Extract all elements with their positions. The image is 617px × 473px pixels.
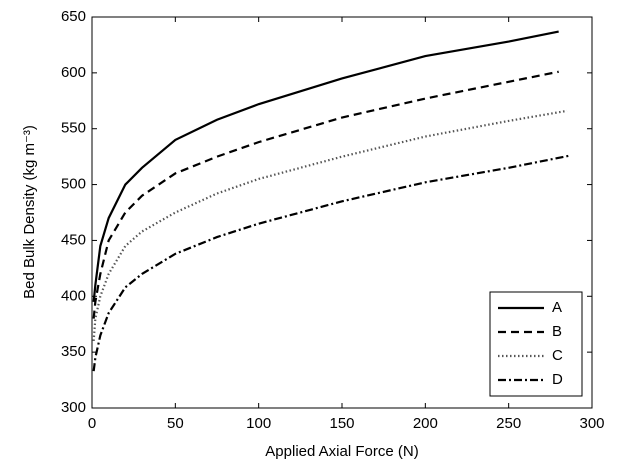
y-tick-label: 300 <box>61 399 86 416</box>
x-tick-label: 150 <box>329 415 354 432</box>
y-axis-label: Bed Bulk Density (kg m⁻³) <box>21 125 38 299</box>
y-tick-label: 650 <box>61 8 86 25</box>
y-tick-label: 500 <box>61 176 86 193</box>
y-tick-label: 400 <box>61 287 86 304</box>
x-tick-label: 100 <box>246 415 271 432</box>
y-tick-label: 600 <box>61 64 86 81</box>
y-tick-label: 450 <box>61 231 86 248</box>
legend-label: C <box>552 347 563 364</box>
x-tick-label: 0 <box>88 415 96 432</box>
x-tick-label: 300 <box>579 415 604 432</box>
line-series <box>92 109 568 342</box>
legend-box <box>489 291 583 397</box>
legend-label: B <box>552 323 562 340</box>
x-tick-label: 200 <box>413 415 438 432</box>
line-series <box>92 30 559 302</box>
line-series <box>92 154 571 372</box>
line-series <box>92 70 559 319</box>
y-tick-label: 350 <box>61 343 86 360</box>
y-tick-label: 550 <box>61 120 86 137</box>
x-axis-label: Applied Axial Force (N) <box>265 443 418 460</box>
x-tick-label: 250 <box>496 415 521 432</box>
legend-label: D <box>552 371 563 388</box>
x-tick-label: 50 <box>167 415 184 432</box>
legend-label: A <box>552 299 562 316</box>
